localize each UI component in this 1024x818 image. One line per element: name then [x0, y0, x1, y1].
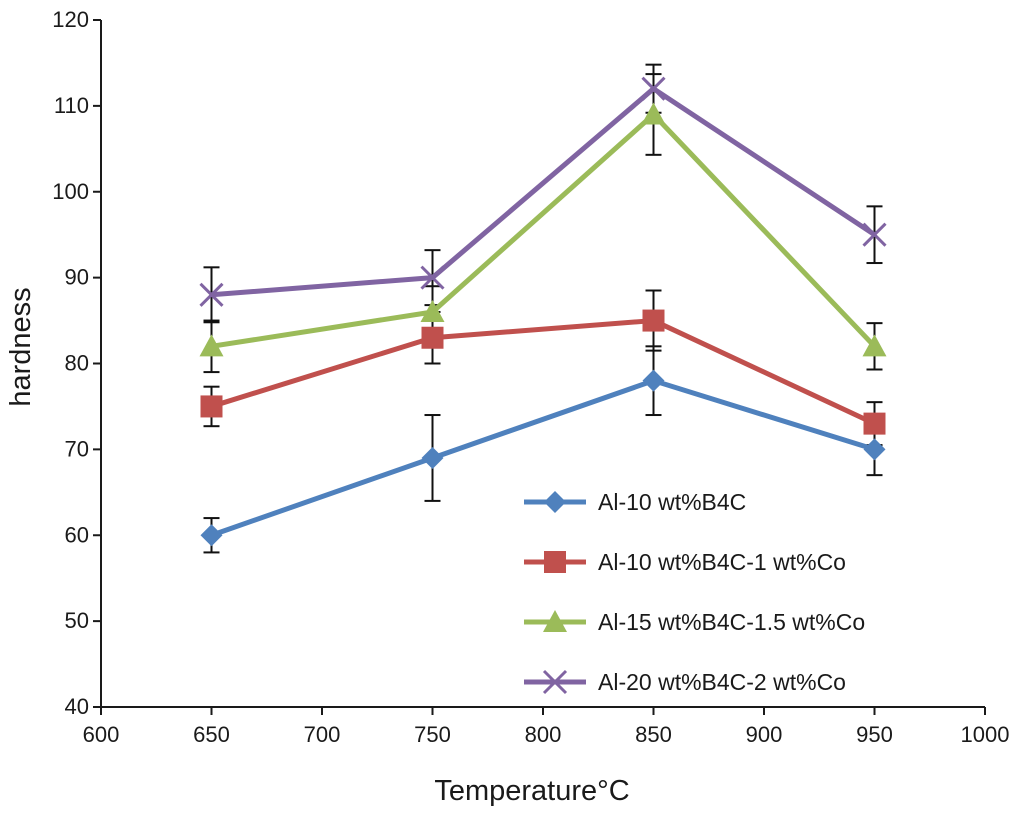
data-point-s2-950	[863, 412, 886, 435]
data-point-s3-850	[641, 102, 666, 125]
ticks: 40 50 60 70 80 90 100 110 120 600 650 700 750 800 850 9…	[52, 7, 1009, 747]
x-tick-label: 1000	[961, 722, 1010, 747]
series-lines	[210, 86, 877, 538]
marker-stroke	[641, 76, 666, 101]
legend-marker	[544, 491, 566, 513]
legend-item: Al-15 wt%B4C-1.5 wt%Co	[524, 609, 865, 635]
data-point-s2-650	[200, 395, 223, 418]
legend-marker	[543, 610, 567, 632]
legend-label: Al-20 wt%B4C-2 wt%Co	[598, 669, 846, 695]
x-tick-label: 800	[525, 722, 562, 747]
marker-stroke	[420, 265, 445, 290]
data-point-s4-850	[641, 76, 666, 101]
series-line-4	[211, 86, 876, 298]
y-tick-label: 70	[65, 436, 89, 461]
y-tick-label: 50	[65, 608, 89, 633]
x-tick-label: 950	[856, 722, 893, 747]
y-tick-label: 40	[65, 694, 89, 719]
data-point-s4-650	[199, 282, 224, 307]
x-tick-label: 700	[304, 722, 341, 747]
data-point-s1-850	[642, 369, 665, 392]
y-tick-label: 90	[65, 265, 89, 290]
y-tick-label: 110	[54, 93, 89, 118]
legend-label: Al-10 wt%B4C-1 wt%Co	[598, 549, 846, 575]
y-tick-label: 60	[65, 522, 89, 547]
series-line-2	[210, 318, 876, 426]
data-point-s3-750	[420, 299, 445, 322]
legend-marker	[542, 669, 568, 695]
y-tick-label: 100	[52, 179, 89, 204]
legend-item: Al-10 wt%B4C	[524, 489, 746, 515]
legend-label: Al-15 wt%B4C-1.5 wt%Co	[598, 609, 865, 635]
x-tick-label: 900	[746, 722, 783, 747]
data-point-s3-650	[199, 334, 224, 357]
x-tick-label: 600	[83, 722, 120, 747]
y-axis-label: hardness	[5, 287, 37, 406]
x-tick-label: 750	[414, 722, 451, 747]
legend: Al-10 wt%B4C Al-10 wt%B4C-1 wt%Co Al-15 wt…	[524, 489, 865, 695]
marker-stroke	[862, 222, 887, 247]
data-point-s3-950	[862, 334, 887, 357]
marker-stroke	[199, 282, 224, 307]
y-tick-label: 120	[52, 7, 89, 32]
data-point-s1-750	[421, 446, 444, 469]
legend-marker	[544, 551, 566, 573]
axes	[100, 20, 985, 708]
series-line-1	[210, 378, 876, 538]
data-point-s2-850	[642, 309, 665, 332]
legend-item: Al-20 wt%B4C-2 wt%Co	[524, 669, 846, 695]
data-point-s2-750	[421, 326, 444, 349]
series-line-3	[211, 111, 877, 349]
data-point-s4-750	[420, 265, 445, 290]
legend-label: Al-10 wt%B4C	[598, 489, 746, 515]
x-axis-label: Temperature°C	[434, 775, 629, 807]
series-markers	[199, 76, 887, 547]
marker-stroke	[542, 669, 568, 695]
legend-item: Al-10 wt%B4C-1 wt%Co	[524, 549, 846, 575]
error-bars	[203, 63, 883, 554]
x-tick-label: 650	[193, 722, 230, 747]
y-tick-label: 80	[65, 351, 89, 376]
data-point-s1-950	[863, 438, 886, 461]
data-point-s4-950	[862, 222, 887, 247]
x-tick-label: 850	[635, 722, 672, 747]
data-point-s1-650	[200, 524, 223, 547]
